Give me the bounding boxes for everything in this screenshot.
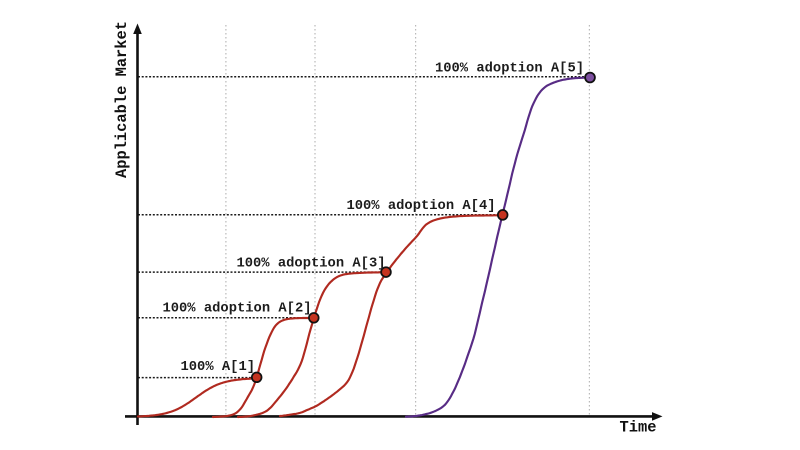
svg-text:100% adoption A[5]: 100% adoption A[5] — [435, 60, 584, 76]
svg-text:100% adoption A[3]: 100% adoption A[3] — [236, 255, 385, 271]
svg-text:100% adoption A[4]: 100% adoption A[4] — [346, 198, 495, 214]
svg-text:100% adoption A[2]: 100% adoption A[2] — [162, 300, 311, 316]
svg-text:Time: Time — [620, 418, 657, 436]
svg-text:Applicable Market: Applicable Market — [113, 21, 131, 178]
svg-text:100% A[1]: 100% A[1] — [180, 359, 255, 375]
